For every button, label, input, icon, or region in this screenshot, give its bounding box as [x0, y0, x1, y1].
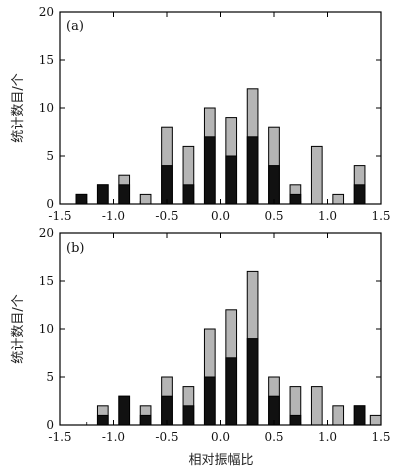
- panel-b-xtick-label: 1.0: [318, 430, 337, 444]
- panel-a-ytick-label: 10: [39, 101, 54, 115]
- panel-a-xtick-label: 1.5: [371, 209, 390, 223]
- panel-b-ylabel: 统计数目/个: [11, 294, 26, 363]
- panel-a-xtick-label: -0.5: [155, 209, 178, 223]
- panel-b-xtick-label: 0.5: [264, 430, 283, 444]
- panel-b-frame: [59, 232, 382, 426]
- panel-b-bar-subset-1: [118, 395, 131, 426]
- panel-b-bar-total-10: [310, 386, 323, 426]
- panel-a-ytick-label: 5: [46, 149, 54, 163]
- panel-a-bar-subset-10: [289, 193, 302, 205]
- panel-b-bar-subset-2: [139, 414, 152, 426]
- panel-b-bar-subset-7: [246, 338, 259, 426]
- panel-b-bar-subset-9: [289, 414, 302, 426]
- panel-a-xtick-label: -1.0: [102, 209, 125, 223]
- panel-b-ytick-label: 15: [39, 274, 54, 288]
- panel-a-ylabel: 统计数目/个: [11, 73, 26, 142]
- panel-b-bar-subset-6: [225, 357, 238, 426]
- panel-a-bar-subset-6: [203, 136, 216, 205]
- panel-a-bar-total-12: [332, 193, 345, 205]
- panel-a-xtick-label: -1.5: [48, 209, 71, 223]
- panel-a-ytick-label: 20: [39, 5, 54, 19]
- panel-b-bar-subset-0: [96, 414, 109, 426]
- panel-a-bar-subset-4: [161, 165, 173, 205]
- panel-b: 统计数目/个 (b) -1.5 -1.0 -0.5 0.0 0.5 1.0 1.5 0 5 10 1…: [11, 226, 391, 444]
- panel-b-xtick-label: 1.5: [371, 430, 390, 444]
- panel-b-bar-total-13: [369, 414, 382, 426]
- panel-b-xtick-label: -1.5: [48, 430, 71, 444]
- panel-b-ytick-label: 10: [39, 322, 54, 336]
- panel-a-xtick-label: 0.0: [211, 209, 230, 223]
- panel-b-ytick-label: 0: [46, 418, 54, 432]
- panel-a-bar-subset-13: [353, 184, 366, 205]
- panel-b-xtick-label: 0.0: [211, 430, 230, 444]
- panel-a-bar-subset-1: [96, 184, 109, 205]
- panel-b-bar-total-11: [332, 405, 345, 426]
- panel-a-xtick-label: 0.5: [264, 209, 283, 223]
- panel-a-bar-subset-2: [118, 184, 131, 205]
- panel-b-bar-subset-4: [182, 405, 195, 426]
- panel-a-bar-subset-8: [246, 136, 259, 205]
- panel-b-bar-subset-12: [353, 405, 366, 426]
- panel-b-xlabel: 相对振幅比: [188, 453, 253, 468]
- panel-b-xtick-label: -1.0: [102, 430, 125, 444]
- panel-a-ytick-label: 15: [39, 53, 54, 67]
- panel-a-bar-subset-9: [268, 165, 280, 205]
- panel-b-ytick-label: 5: [46, 370, 54, 384]
- panel-b-label: (b): [66, 241, 84, 256]
- panel-a-bar-subset-0: [75, 193, 88, 205]
- panel-a-bar-total-3: [139, 193, 152, 205]
- panel-a-frame: [59, 11, 382, 205]
- panel-a-bar-subset-5: [182, 184, 195, 205]
- panel-a-bar-subset-7: [225, 155, 238, 205]
- panel-a: 统计数目/个 (a) -1.5 -1.0 -0.5 0.0 0.5 1.0 1.5 0 5 10 1…: [11, 5, 391, 223]
- panel-b-ytick-label: 20: [39, 226, 54, 240]
- panel-a-ytick-label: 0: [46, 197, 54, 211]
- panel-a-bar-total-11: [310, 145, 323, 205]
- panel-a-label: (a): [66, 19, 84, 34]
- panel-a-xtick-label: 1.0: [318, 209, 337, 223]
- panel-b-xtick-label: -0.5: [155, 430, 178, 444]
- panel-b-bar-subset-5: [203, 376, 216, 426]
